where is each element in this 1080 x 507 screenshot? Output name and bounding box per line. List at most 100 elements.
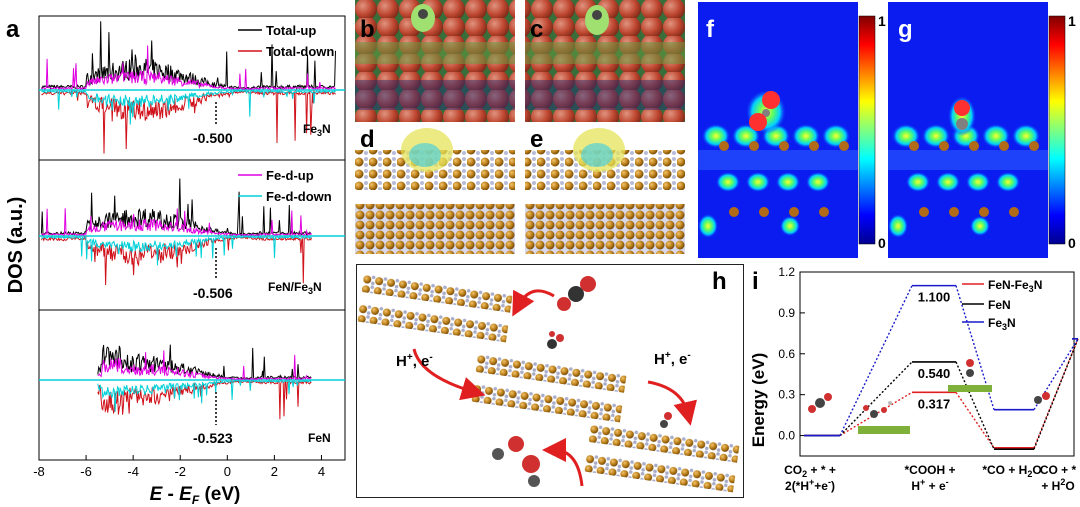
elf-atom-fe (909, 141, 919, 151)
elf-atom-fe (809, 141, 819, 151)
energy-xlabel-2-line1: *CO + H2O (982, 463, 1041, 479)
elf-blob (806, 172, 830, 192)
dos-trace-total-down-3 (97, 379, 312, 420)
scheme-step-2: H+, e- (654, 350, 691, 368)
energy-legend-fe3n: Fe3N (988, 316, 1016, 332)
scheme-arrow-1 (512, 289, 555, 317)
scheme-slab-2 (471, 354, 627, 423)
elf-atom-fe (719, 141, 729, 151)
panel-label-d: d (360, 126, 375, 153)
elf-atom-fe (939, 141, 949, 151)
panel-label-c: c (530, 16, 544, 43)
elf-blob (996, 172, 1020, 192)
elf-blob (906, 172, 930, 192)
scheme-slab-1 (357, 274, 513, 343)
colorbar-f-max: 1 (878, 13, 886, 29)
panel-g-map (888, 2, 1048, 258)
dos-figure: DOS (a.u.) -0.500 -0.506 -0.523 Fe3N FeN… (5, 15, 346, 507)
elf-atom-fe (979, 207, 989, 217)
elf-atom-fe (779, 141, 789, 151)
dos-xlabel: E - EF (eV) (150, 484, 241, 507)
panel-label-g: g (898, 16, 913, 43)
scheme-co-molecule (660, 412, 672, 428)
structure-panels (355, 0, 685, 262)
panel-f-map (698, 2, 858, 258)
energy-plot-frame (799, 271, 1075, 457)
panel-label-h: h (712, 268, 727, 295)
dos-subplot-3-frame (38, 309, 346, 461)
dos-trace-fed-up-1 (41, 45, 336, 91)
elf-panels: 1 0 1 0 (698, 2, 1076, 258)
panel-h-box (356, 264, 744, 498)
dos-trace-fed-up-3 (97, 350, 312, 381)
colorbar-f-min: 0 (878, 235, 886, 251)
dos-sub-name-2: FeN/Fe3N (268, 280, 322, 296)
elf-blob (936, 172, 960, 192)
energy-diagram: Energy (eV) 0.0 0.3 0.6 0.9 1.2 1.100 0.540 0.… (749, 265, 1079, 493)
energy-ytick-label: 0.9 (778, 306, 795, 320)
dos-sub-name-3: FeN (308, 431, 331, 445)
elf-atom-fe (1009, 207, 1019, 217)
energy-connector-fen-0 (839, 361, 913, 437)
elf-blob (716, 172, 740, 192)
colorbar-g-max: 1 (1068, 13, 1076, 29)
energy-ytick-label: 0.6 (778, 347, 795, 361)
dos-trace-total-up-2 (40, 178, 312, 237)
elf-atom-fe (999, 141, 1009, 151)
colorbar-f (858, 15, 876, 245)
elf-atom-fe (969, 141, 979, 151)
elf-atom-fe (1029, 141, 1039, 151)
scheme-arrow-2 (412, 348, 486, 401)
energy-ytick-label: 0.0 (778, 429, 795, 443)
dos-trace-fed-up-2 (41, 208, 312, 237)
energy-xlabel-3-line2: + H2O (1041, 477, 1074, 493)
elf-atom-fe (729, 207, 739, 217)
energy-legend-fen-fe3n: FeN-Fe3N (988, 278, 1042, 294)
panel-h-scheme: H+, e- H+, e- (357, 274, 740, 493)
dos-traces (40, 21, 336, 420)
elf-atom-fe (839, 141, 849, 151)
scheme-cooh-molecule (547, 331, 564, 349)
panel-d-structure (355, 122, 515, 262)
panel-b-structure (355, 0, 515, 122)
dos-legend-total-up: Total-up (266, 23, 316, 38)
panel-c-structure (525, 0, 685, 122)
energy-connector-fen-1 (955, 361, 995, 450)
elf-atom-fe (919, 207, 929, 217)
scheme-slab-3 (584, 424, 740, 493)
energy-ylabel: Energy (eV) (749, 353, 768, 447)
dos-xtick-label: -4 (127, 464, 139, 479)
elf-blob (966, 172, 990, 192)
dos-trace-fed-down-1 (41, 89, 336, 125)
dos-sub-name-1: Fe3N (303, 122, 331, 138)
colorbar-g-min: 0 (1068, 235, 1076, 251)
elf-blob (746, 172, 770, 192)
dos-center-2: -0.506 (193, 285, 233, 301)
dos-xtick-label: 2 (271, 464, 278, 479)
dos-ylabel: DOS (a.u.) (5, 197, 27, 294)
dos-xticks: -8 -6 -4 -2 0 2 4 (33, 455, 325, 479)
elf-atom-fe (819, 207, 829, 217)
scheme-co2-molecule (557, 276, 596, 311)
elf-atom-fe (749, 141, 759, 151)
panel-label-a: a (6, 16, 20, 43)
dos-center-3: -0.523 (193, 430, 233, 446)
energy-value-label: 0.317 (918, 396, 951, 411)
panel-label-i: i (752, 268, 759, 295)
scheme-products (492, 436, 540, 487)
dos-legend-fed-up: Fe-d-up (266, 168, 314, 183)
elf-blob (776, 172, 800, 192)
panel-label-f: f (706, 16, 714, 43)
energy-xlabel-0-line1: CO2 + * + (784, 463, 836, 479)
energy-xlabel-1-line1: *COOH + (904, 463, 955, 477)
energy-xlabel-1-line2: H+ + e- (911, 477, 948, 493)
energy-value-label: 1.100 (918, 290, 951, 305)
energy-xlabel-3-line1: CO + * (1040, 463, 1077, 477)
dos-xtick-label: 4 (318, 464, 325, 479)
energy-connector-fen-fe3n-2 (1033, 338, 1079, 449)
dos-xtick-label: -2 (174, 464, 186, 479)
scheme-step-1: H+, e- (396, 352, 433, 370)
dos-center-1: -0.500 (193, 130, 233, 146)
elf-atom-fe (759, 207, 769, 217)
elf-atom-fe (789, 207, 799, 217)
